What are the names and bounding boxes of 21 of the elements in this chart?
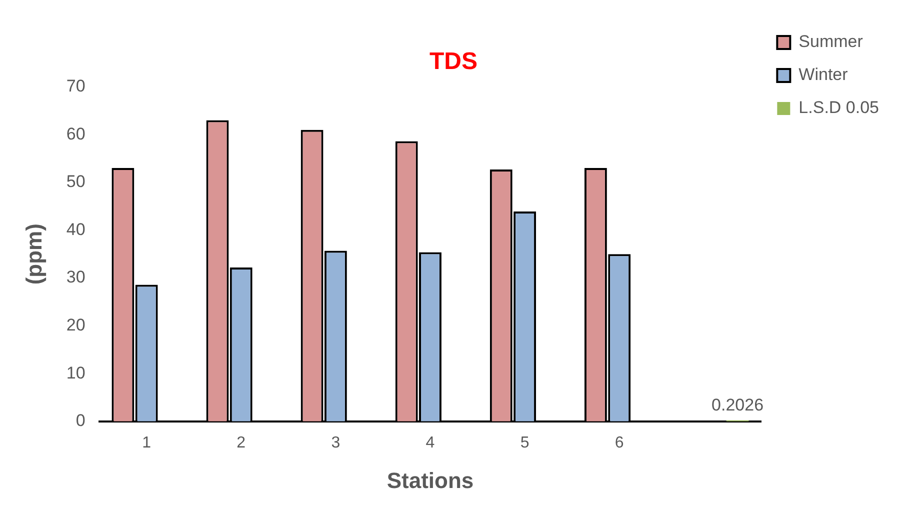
legend-label: Winter [798, 65, 848, 84]
y-axis-title: (ppm) [21, 224, 46, 285]
x-tick-label: 3 [331, 434, 340, 452]
y-tick-label: 20 [66, 315, 86, 334]
y-tick-label: 70 [66, 76, 86, 96]
y-tick-label: 50 [66, 172, 86, 192]
chart-title: TDS [430, 48, 478, 76]
legend-label: L.S.D 0.05 [798, 98, 879, 118]
y-tick-label: 0 [76, 411, 86, 430]
y-tick-label: 40 [66, 220, 86, 239]
x-tick-label: 5 [520, 434, 530, 452]
y-tick-label: 60 [66, 124, 86, 144]
legend-label: Summer [798, 32, 864, 52]
y-tick-label: 30 [66, 268, 86, 287]
data-label: 0.2026 [712, 396, 764, 415]
x-tick-label: 2 [236, 434, 246, 452]
x-tick-label: 1 [142, 434, 152, 452]
x-axis-title: Stations [386, 468, 474, 493]
x-tick-label: 6 [614, 434, 624, 452]
x-tick-label: 4 [426, 434, 435, 452]
y-tick-label: 10 [66, 363, 86, 382]
